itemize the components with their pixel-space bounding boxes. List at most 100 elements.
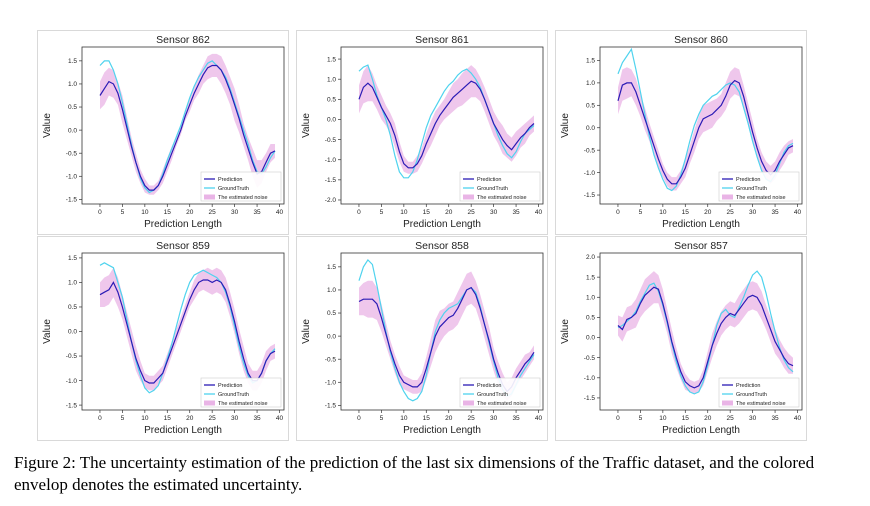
legend-swatch bbox=[463, 194, 474, 200]
y-tick-label: 0.5 bbox=[68, 104, 77, 111]
legend-swatch bbox=[722, 400, 733, 406]
y-tick-label: 1.0 bbox=[68, 280, 77, 287]
legend-label: Prediction bbox=[218, 383, 242, 389]
y-axis-label: Value bbox=[42, 113, 53, 138]
x-tick-label: 10 bbox=[141, 415, 149, 422]
x-tick-label: 30 bbox=[749, 415, 757, 422]
y-tick-label: 1.5 bbox=[68, 255, 77, 262]
y-tick-label: -1.0 bbox=[325, 379, 337, 386]
x-axis-label: Prediction Length bbox=[144, 219, 222, 230]
y-axis-label: Value bbox=[301, 319, 312, 344]
chart-title: Sensor 862 bbox=[156, 34, 210, 46]
y-tick-label: -2.0 bbox=[325, 197, 337, 204]
y-tick-label: 0.0 bbox=[586, 125, 595, 132]
legend-label: The estimated noise bbox=[477, 195, 527, 201]
plot-area bbox=[599, 252, 803, 411]
x-tick-label: 20 bbox=[704, 209, 712, 216]
legend-label: The estimated noise bbox=[736, 195, 786, 201]
x-tick-label: 0 bbox=[616, 415, 620, 422]
x-tick-label: 0 bbox=[357, 415, 361, 422]
x-tick-label: 20 bbox=[186, 415, 194, 422]
legend-swatch bbox=[463, 400, 474, 406]
x-tick-label: 5 bbox=[639, 209, 643, 216]
x-tick-label: 40 bbox=[535, 209, 543, 216]
x-tick-label: 15 bbox=[423, 415, 431, 422]
y-tick-label: -1.0 bbox=[584, 375, 596, 382]
chart-panel-sensor-858: Sensor 858 0 5 10 15 20 25 30 35 40 -1.5 -1.0 -0.5 0.… bbox=[296, 236, 548, 441]
y-tick-label: -0.5 bbox=[66, 150, 78, 157]
chart-panel-sensor-857: Sensor 857 0 5 10 15 20 25 30 35 40 -1.5 -1.0 -0.5 0.… bbox=[555, 236, 807, 441]
x-tick-label: 25 bbox=[468, 415, 476, 422]
y-tick-label: 0.0 bbox=[68, 329, 77, 336]
x-tick-label: 25 bbox=[209, 415, 217, 422]
y-tick-label: -1.5 bbox=[584, 395, 596, 402]
x-tick-label: 30 bbox=[490, 209, 498, 216]
prediction-line bbox=[99, 64, 276, 191]
legend-label: The estimated noise bbox=[736, 401, 786, 407]
y-tick-label: 0.5 bbox=[586, 315, 595, 322]
x-tick-label: 25 bbox=[209, 209, 217, 216]
legend-label: GroundTruth bbox=[218, 186, 249, 192]
x-tick-label: 30 bbox=[490, 415, 498, 422]
y-tick-label: -1.5 bbox=[584, 192, 596, 199]
x-tick-label: 20 bbox=[186, 209, 194, 216]
y-tick-label: 1.0 bbox=[586, 294, 595, 301]
x-tick-label: 20 bbox=[445, 209, 453, 216]
y-tick-label: 0.0 bbox=[327, 333, 336, 340]
y-tick-label: -1.0 bbox=[325, 157, 337, 164]
legend-label: Prediction bbox=[218, 177, 242, 183]
prediction-line bbox=[617, 286, 794, 389]
chart-svg: Sensor 858 0 5 10 15 20 25 30 35 40 -1.5 -1.0 -0.5 0.… bbox=[301, 240, 544, 436]
y-tick-label: -1.0 bbox=[66, 173, 78, 180]
y-tick-label: -1.0 bbox=[584, 170, 596, 177]
y-tick-label: 0.0 bbox=[327, 117, 336, 124]
x-tick-label: 30 bbox=[231, 415, 239, 422]
chart-panel-sensor-861: Sensor 861 0 5 10 15 20 25 30 35 40 -2.0 -1.5 -1.0 -0… bbox=[296, 30, 548, 235]
x-tick-label: 5 bbox=[121, 415, 125, 422]
y-tick-label: 1.5 bbox=[586, 58, 595, 65]
x-tick-label: 10 bbox=[659, 209, 667, 216]
y-tick-label: 0.5 bbox=[327, 310, 336, 317]
x-tick-label: 5 bbox=[121, 209, 125, 216]
prediction-line bbox=[358, 80, 535, 169]
chart-title: Sensor 858 bbox=[415, 240, 469, 252]
x-tick-label: 15 bbox=[164, 209, 172, 216]
y-tick-label: -1.5 bbox=[66, 197, 78, 204]
chart-title: Sensor 860 bbox=[674, 34, 728, 46]
y-tick-label: -1.5 bbox=[325, 177, 337, 184]
noise-envelope bbox=[618, 67, 793, 191]
chart-panel-sensor-860: Sensor 860 0 5 10 15 20 25 30 35 40 -1.5 -1.0 -0.5 0.… bbox=[555, 30, 807, 235]
legend-label: GroundTruth bbox=[736, 186, 767, 192]
ground-truth-line bbox=[358, 64, 535, 179]
legend-label: Prediction bbox=[477, 383, 501, 389]
y-tick-label: 1.0 bbox=[586, 80, 595, 87]
legend-label: Prediction bbox=[477, 177, 501, 183]
ground-truth-line bbox=[99, 60, 276, 194]
y-tick-label: 1.5 bbox=[327, 264, 336, 271]
plot-area bbox=[340, 252, 544, 411]
x-tick-label: 10 bbox=[141, 209, 149, 216]
legend-label: The estimated noise bbox=[218, 401, 268, 407]
legend-swatch bbox=[722, 194, 733, 200]
x-axis-label: Prediction Length bbox=[662, 219, 740, 230]
noise-envelope bbox=[100, 267, 275, 391]
x-tick-label: 0 bbox=[98, 209, 102, 216]
x-tick-label: 20 bbox=[704, 415, 712, 422]
plot-area bbox=[81, 46, 285, 205]
plot-area bbox=[599, 46, 803, 205]
chart-svg: Sensor 859 0 5 10 15 20 25 30 35 40 -1.5 -1.0 -0.5 0.… bbox=[42, 240, 285, 436]
chart-panel-sensor-859: Sensor 859 0 5 10 15 20 25 30 35 40 -1.5 -1.0 -0.5 0.… bbox=[37, 236, 289, 441]
y-tick-label: -0.5 bbox=[325, 137, 337, 144]
x-tick-label: 5 bbox=[639, 415, 643, 422]
legend-swatch bbox=[204, 194, 215, 200]
y-tick-label: 1.0 bbox=[327, 76, 336, 83]
x-tick-label: 35 bbox=[771, 209, 779, 216]
y-tick-label: -0.5 bbox=[584, 147, 596, 154]
x-tick-label: 15 bbox=[164, 415, 172, 422]
plot-area bbox=[340, 46, 544, 205]
y-tick-label: 0.5 bbox=[68, 304, 77, 311]
chart-svg: Sensor 860 0 5 10 15 20 25 30 35 40 -1.5 -1.0 -0.5 0.… bbox=[560, 34, 803, 230]
x-tick-label: 25 bbox=[468, 209, 476, 216]
prediction-line bbox=[617, 79, 794, 185]
x-tick-label: 40 bbox=[794, 209, 802, 216]
